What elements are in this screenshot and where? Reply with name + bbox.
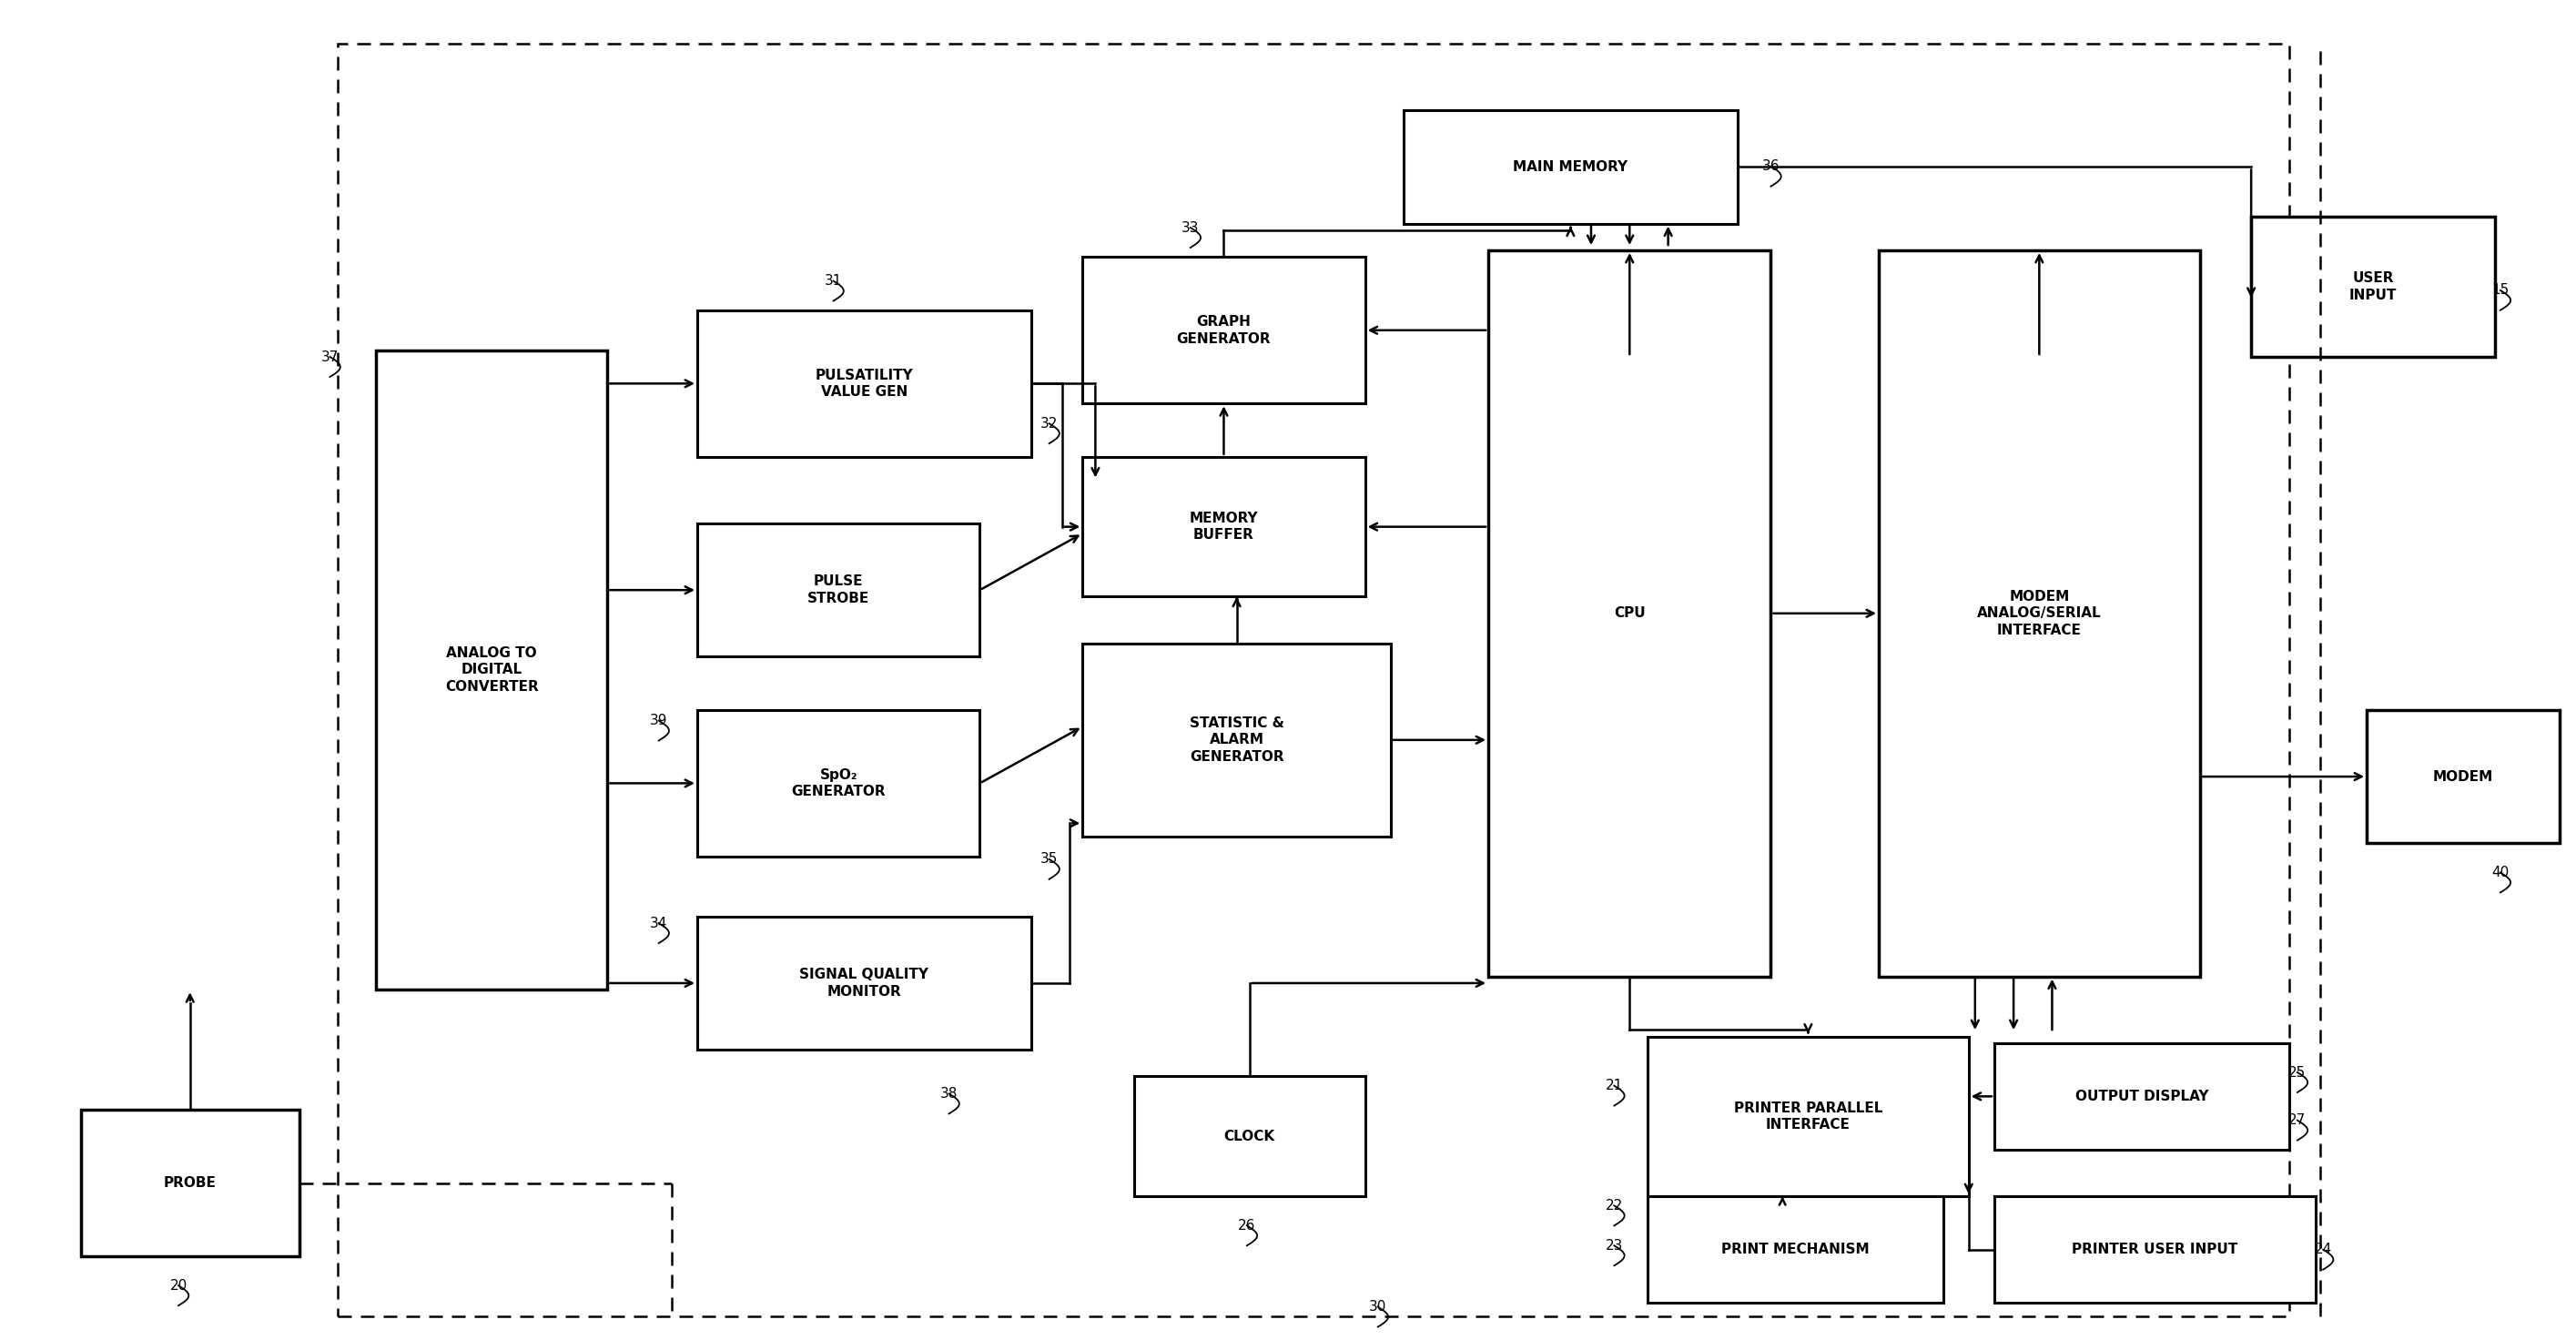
Bar bbox=[698, 524, 979, 657]
Text: 40: 40 bbox=[2491, 866, 2509, 879]
Text: CLOCK: CLOCK bbox=[1224, 1130, 1275, 1143]
Bar bbox=[1649, 1036, 1968, 1197]
Text: USER
INPUT: USER INPUT bbox=[2349, 272, 2398, 303]
Text: 31: 31 bbox=[824, 275, 842, 288]
Text: PRINTER PARALLEL
INTERFACE: PRINTER PARALLEL INTERFACE bbox=[1734, 1101, 1883, 1132]
Text: PULSATILITY
VALUE GEN: PULSATILITY VALUE GEN bbox=[814, 368, 914, 399]
Bar bbox=[2367, 710, 2561, 843]
Text: ANALOG TO
DIGITAL
CONVERTER: ANALOG TO DIGITAL CONVERTER bbox=[446, 646, 538, 694]
Text: SIGNAL QUALITY
MONITOR: SIGNAL QUALITY MONITOR bbox=[799, 967, 930, 998]
Text: 32: 32 bbox=[1041, 417, 1059, 430]
Bar bbox=[698, 311, 1030, 457]
Text: CPU: CPU bbox=[1613, 607, 1646, 620]
Text: MEMORY
BUFFER: MEMORY BUFFER bbox=[1190, 512, 1257, 543]
Bar bbox=[1082, 643, 1391, 836]
Text: 27: 27 bbox=[2287, 1114, 2306, 1127]
Text: PROBE: PROBE bbox=[165, 1177, 216, 1190]
Bar bbox=[337, 44, 2290, 1316]
Text: 34: 34 bbox=[649, 917, 667, 930]
Bar bbox=[80, 1110, 299, 1257]
Text: 35: 35 bbox=[1041, 852, 1059, 866]
Text: MODEM
ANALOG/SERIAL
INTERFACE: MODEM ANALOG/SERIAL INTERFACE bbox=[1978, 590, 2102, 636]
Bar bbox=[1404, 110, 1736, 224]
Text: SpO₂
GENERATOR: SpO₂ GENERATOR bbox=[791, 768, 886, 799]
Text: PRINTER USER INPUT: PRINTER USER INPUT bbox=[2071, 1242, 2239, 1257]
Bar bbox=[1649, 1197, 1942, 1302]
Text: STATISTIC &
ALARM
GENERATOR: STATISTIC & ALARM GENERATOR bbox=[1190, 716, 1283, 764]
Text: 22: 22 bbox=[1605, 1199, 1623, 1213]
Bar bbox=[1878, 251, 2200, 977]
Text: PRINT MECHANISM: PRINT MECHANISM bbox=[1721, 1242, 1870, 1257]
Text: PULSE
STROBE: PULSE STROBE bbox=[806, 575, 871, 606]
Text: GRAPH
GENERATOR: GRAPH GENERATOR bbox=[1177, 315, 1270, 346]
Text: 20: 20 bbox=[170, 1278, 188, 1292]
Text: 38: 38 bbox=[940, 1087, 958, 1100]
Bar bbox=[1489, 251, 1770, 977]
Text: 26: 26 bbox=[1239, 1219, 1255, 1233]
Bar bbox=[1994, 1197, 2316, 1302]
Text: 36: 36 bbox=[1762, 159, 1780, 173]
Text: 37: 37 bbox=[322, 350, 340, 363]
Bar bbox=[1082, 257, 1365, 403]
Text: 33: 33 bbox=[1182, 221, 1200, 235]
Bar bbox=[2251, 217, 2496, 356]
Text: MAIN MEMORY: MAIN MEMORY bbox=[1512, 161, 1628, 174]
Text: 23: 23 bbox=[1605, 1238, 1623, 1253]
Bar bbox=[1082, 457, 1365, 596]
Text: 24: 24 bbox=[2313, 1242, 2331, 1257]
Bar bbox=[1994, 1043, 2290, 1150]
Bar bbox=[698, 710, 979, 856]
Bar bbox=[376, 350, 608, 990]
Text: 25: 25 bbox=[2287, 1065, 2306, 1079]
Text: 21: 21 bbox=[1605, 1079, 1623, 1092]
Text: MODEM: MODEM bbox=[2432, 769, 2494, 784]
Text: 15: 15 bbox=[2491, 284, 2509, 297]
Text: OUTPUT DISPLAY: OUTPUT DISPLAY bbox=[2076, 1089, 2208, 1103]
Bar bbox=[1133, 1076, 1365, 1197]
Text: 39: 39 bbox=[649, 714, 667, 728]
Text: 30: 30 bbox=[1368, 1300, 1386, 1313]
Bar bbox=[698, 917, 1030, 1049]
